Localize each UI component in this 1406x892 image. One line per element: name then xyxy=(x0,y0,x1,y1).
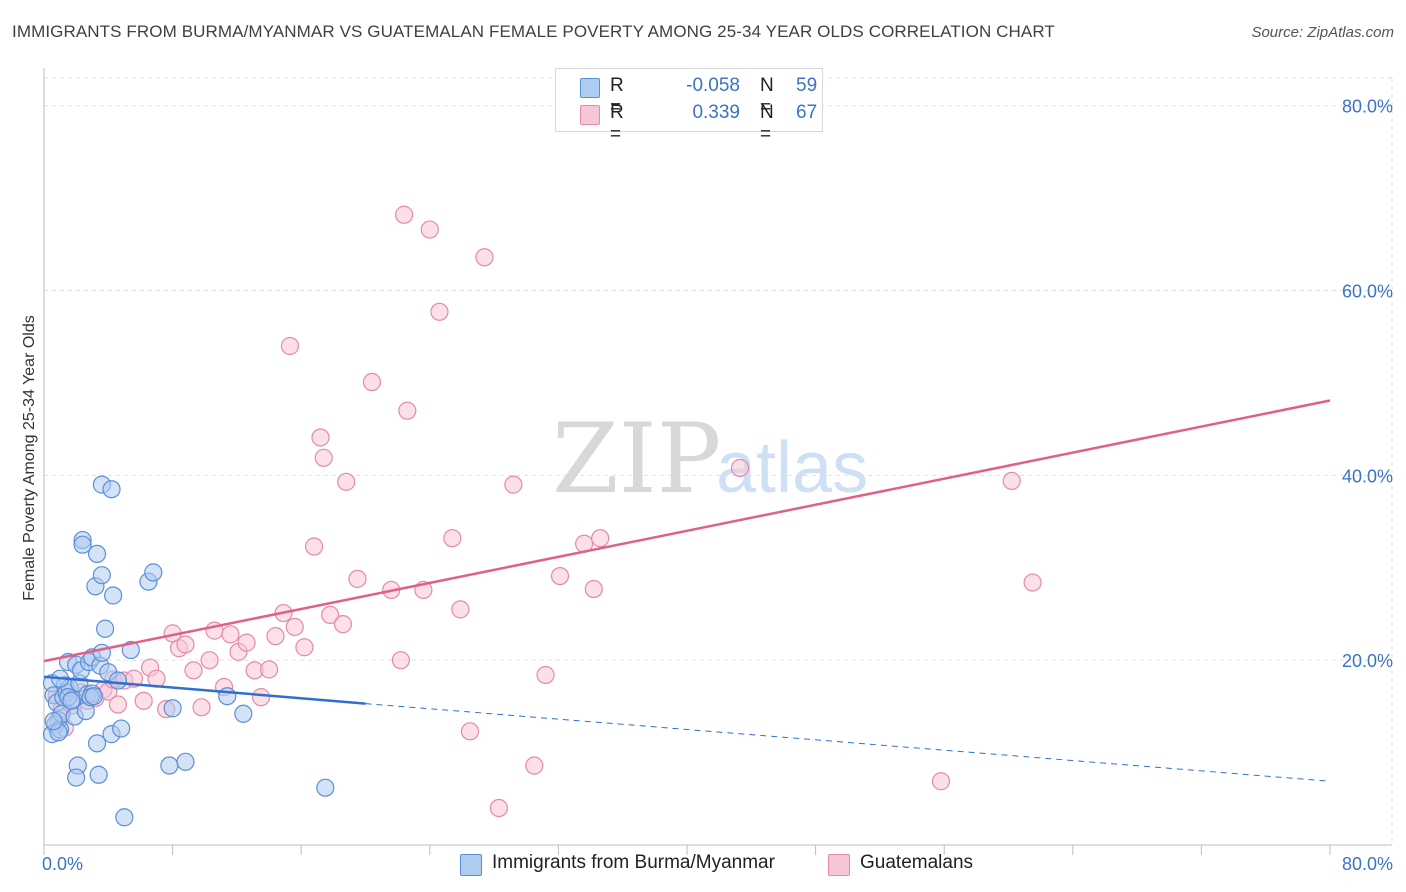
point-burma xyxy=(160,756,179,775)
point-guatemalan xyxy=(314,448,333,467)
point-burma xyxy=(121,640,140,660)
point-guatemalan xyxy=(504,475,523,494)
point-burma xyxy=(144,563,163,582)
point-burma xyxy=(218,687,237,706)
point-guatemalan xyxy=(475,248,494,267)
point-guatemalan xyxy=(420,220,439,239)
legend-swatch-burma xyxy=(580,78,600,98)
point-guatemalan xyxy=(321,605,340,625)
legend-label-guatemalans: Guatemalans xyxy=(860,852,974,873)
point-burma xyxy=(44,712,63,731)
y-tick-label: 40.0% xyxy=(1342,466,1393,486)
point-guatemalan xyxy=(221,625,240,644)
x-tick-label: 0.0% xyxy=(42,854,83,874)
legend-r-value: 0.339 xyxy=(692,102,740,123)
axes xyxy=(43,68,1392,855)
y-tick-label: 20.0% xyxy=(1342,651,1393,671)
point-guatemalan xyxy=(134,691,153,710)
legend-r-label: R = xyxy=(610,75,624,118)
trend-line-guatemalans xyxy=(43,399,1331,663)
point-guatemalan xyxy=(311,428,330,447)
point-burma xyxy=(73,535,92,554)
point-burma xyxy=(62,691,81,710)
point-burma xyxy=(115,808,134,827)
point-guatemalan xyxy=(304,537,324,556)
watermark-zip: ZIP xyxy=(552,403,721,515)
y-tick-label: 60.0% xyxy=(1342,282,1393,302)
trend-line-burma-extrapolated xyxy=(365,703,1331,782)
point-guatemalan xyxy=(337,472,356,491)
legend-swatch-burma xyxy=(460,854,482,876)
chart-title: IMMIGRANTS FROM BURMA/MYANMAR VS GUATEMA… xyxy=(12,22,1055,41)
legend-swatch-guatemalans xyxy=(580,105,600,125)
point-guatemalan xyxy=(108,695,128,714)
point-burma xyxy=(104,586,123,605)
point-burma xyxy=(176,752,195,771)
point-guatemalan xyxy=(1023,573,1042,592)
point-guatemalan xyxy=(489,798,509,818)
point-burma xyxy=(102,480,121,499)
trend-lines xyxy=(43,399,1331,782)
legend-n-label: N = xyxy=(760,75,774,118)
point-guatemalan xyxy=(591,529,610,548)
point-guatemalan xyxy=(550,566,570,586)
point-guatemalan xyxy=(584,579,603,599)
point-burma xyxy=(67,768,86,787)
point-guatemalan xyxy=(285,617,304,637)
point-guatemalan xyxy=(333,615,353,634)
x-tick-label: 80.0% xyxy=(1342,854,1393,874)
legend-swatch-guatemalans xyxy=(828,854,850,876)
correlation-legend: R = -0.058 N = 59 R = 0.339 N = 67 xyxy=(555,68,823,145)
point-burma xyxy=(95,619,115,638)
point-guatemalan xyxy=(176,635,195,654)
point-guatemalan xyxy=(443,529,462,548)
y-tick-label: 80.0% xyxy=(1342,97,1393,117)
point-guatemalan xyxy=(295,638,314,657)
legend-r-label: R = xyxy=(610,102,624,145)
source-credit: Source: ZipAtlas.com xyxy=(1251,24,1394,41)
point-burma xyxy=(84,687,103,706)
point-burma xyxy=(163,699,182,718)
point-burma xyxy=(108,671,128,690)
point-guatemalan xyxy=(266,627,285,646)
point-guatemalan xyxy=(391,651,410,670)
point-guatemalan xyxy=(192,698,211,717)
point-guatemalan xyxy=(200,651,219,670)
point-guatemalan xyxy=(1002,471,1021,491)
point-guatemalan xyxy=(251,688,271,707)
point-burma xyxy=(92,566,111,585)
point-burma xyxy=(87,734,107,753)
trend-line-burma xyxy=(43,675,366,705)
point-burma xyxy=(87,544,107,564)
legend-r-value: -0.058 xyxy=(686,75,740,96)
point-guatemalan xyxy=(460,722,480,741)
point-guatemalan xyxy=(451,600,470,619)
point-guatemalan xyxy=(362,372,382,392)
point-guatemalan xyxy=(536,665,555,685)
tick-labels: 20.0% 40.0% 60.0% 80.0% 0.0% 80.0% xyxy=(42,97,1393,874)
point-guatemalan xyxy=(398,401,417,420)
point-guatemalan xyxy=(259,660,279,679)
point-burma xyxy=(316,778,335,797)
point-burma xyxy=(234,704,253,723)
legend-label-burma: Immigrants from Burma/Myanmar xyxy=(492,852,775,873)
data-points xyxy=(42,205,1042,827)
point-burma xyxy=(112,719,131,738)
point-guatemalan xyxy=(348,569,367,588)
point-guatemalan xyxy=(394,205,414,224)
point-guatemalan xyxy=(430,302,449,321)
point-burma xyxy=(89,765,108,784)
point-guatemalan xyxy=(525,756,544,775)
point-guatemalan xyxy=(237,633,256,652)
legend-n-value: 67 xyxy=(796,102,818,123)
point-guatemalan xyxy=(184,661,203,680)
point-guatemalan xyxy=(931,772,951,791)
watermark: ZIP atlas xyxy=(552,403,868,515)
legend-n-value: 59 xyxy=(796,75,818,96)
point-guatemalan xyxy=(280,336,300,356)
point-guatemalan xyxy=(730,458,750,478)
legend-n-label: N = xyxy=(760,102,774,145)
point-burma xyxy=(92,643,111,662)
